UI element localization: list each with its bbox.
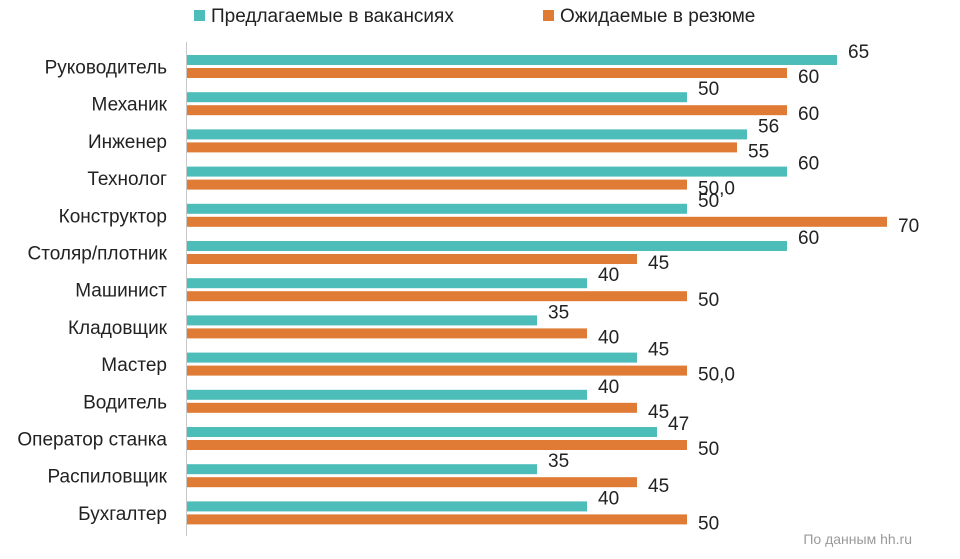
bar-offered	[187, 278, 587, 289]
category-label: Инженер	[88, 132, 167, 153]
data-label-offered: 60	[798, 154, 819, 175]
data-label-expected: 50,0	[698, 179, 735, 200]
bar-offered	[187, 501, 587, 512]
data-label-offered: 45	[648, 340, 669, 361]
category-label: Технолог	[87, 169, 167, 190]
category-label: Оператор станка	[17, 430, 167, 451]
bar-expected	[187, 216, 887, 227]
bar-expected	[187, 179, 687, 190]
category-label: Механик	[92, 95, 168, 116]
category-label: Столяр/плотник	[28, 244, 168, 265]
data-label-expected: 70	[898, 216, 919, 237]
category-label: Бухгалтер	[78, 504, 167, 525]
bar-expected	[187, 365, 687, 376]
category-label: Мастер	[101, 355, 167, 376]
data-label-offered: 40	[598, 265, 619, 286]
bar-expected	[187, 142, 737, 153]
data-label-expected: 45	[648, 253, 669, 274]
bar-offered	[187, 315, 537, 326]
category-label: Кладовщик	[68, 318, 168, 339]
data-label-expected: 60	[798, 67, 819, 88]
legend-swatch-offered	[194, 10, 205, 21]
bar-offered	[187, 427, 657, 437]
legend-swatch-expected	[543, 10, 554, 21]
data-label-expected: 40	[598, 327, 619, 348]
data-label-expected: 60	[798, 104, 819, 125]
bar-expected	[187, 402, 637, 413]
bar-expected	[187, 68, 787, 78]
category-label: Конструктор	[59, 206, 167, 227]
category-label: Распиловщик	[47, 467, 167, 488]
bar-offered	[187, 389, 587, 400]
category-label: Машинист	[75, 281, 167, 302]
data-label-offered: 47	[668, 414, 689, 435]
bar-offered	[187, 166, 787, 177]
data-label-expected: 50	[698, 439, 719, 460]
category-label: Водитель	[83, 392, 167, 413]
data-label-offered: 40	[598, 488, 619, 509]
data-label-expected: 50,0	[698, 365, 735, 386]
data-label-offered: 50	[698, 191, 719, 212]
bar-expected	[187, 254, 637, 264]
bar-offered	[187, 55, 837, 65]
bar-expected	[187, 105, 787, 116]
data-label-offered: 56	[758, 116, 779, 137]
bar-expected	[187, 477, 637, 488]
bar-offered	[187, 464, 537, 475]
bar-offered	[187, 352, 637, 363]
bar-expected	[187, 514, 687, 525]
category-label: Руководитель	[45, 58, 168, 79]
data-label-offered: 35	[548, 302, 569, 323]
bar-expected	[187, 328, 587, 339]
data-label-offered: 35	[548, 451, 569, 472]
legend: Предлагаемые в вакансиях Ожидаемые в рез…	[194, 6, 755, 27]
chart-marks: Руководитель 65 60 Механик 50 60 Инженер 56 55 Те…	[17, 42, 919, 534]
data-label-expected: 45	[648, 402, 669, 423]
source-note: По данным hh.ru	[803, 531, 912, 547]
bar-offered	[187, 241, 787, 251]
data-label-offered: 50	[698, 79, 719, 100]
bar-expected	[187, 291, 687, 302]
data-label-expected: 50	[698, 290, 719, 311]
data-label-expected: 45	[648, 476, 669, 497]
bar-offered	[187, 129, 747, 140]
bar-offered	[187, 92, 687, 103]
data-label-offered: 60	[798, 228, 819, 249]
data-label-expected: 55	[748, 141, 769, 162]
bar-offered	[187, 203, 687, 214]
data-label-offered: 65	[848, 42, 869, 63]
data-label-offered: 40	[598, 377, 619, 398]
legend-label-offered: Предлагаемые в вакансиях	[211, 6, 454, 27]
data-label-expected: 50	[698, 513, 719, 534]
bar-expected	[187, 440, 687, 450]
legend-label-expected: Ожидаемые в резюме	[560, 6, 755, 27]
